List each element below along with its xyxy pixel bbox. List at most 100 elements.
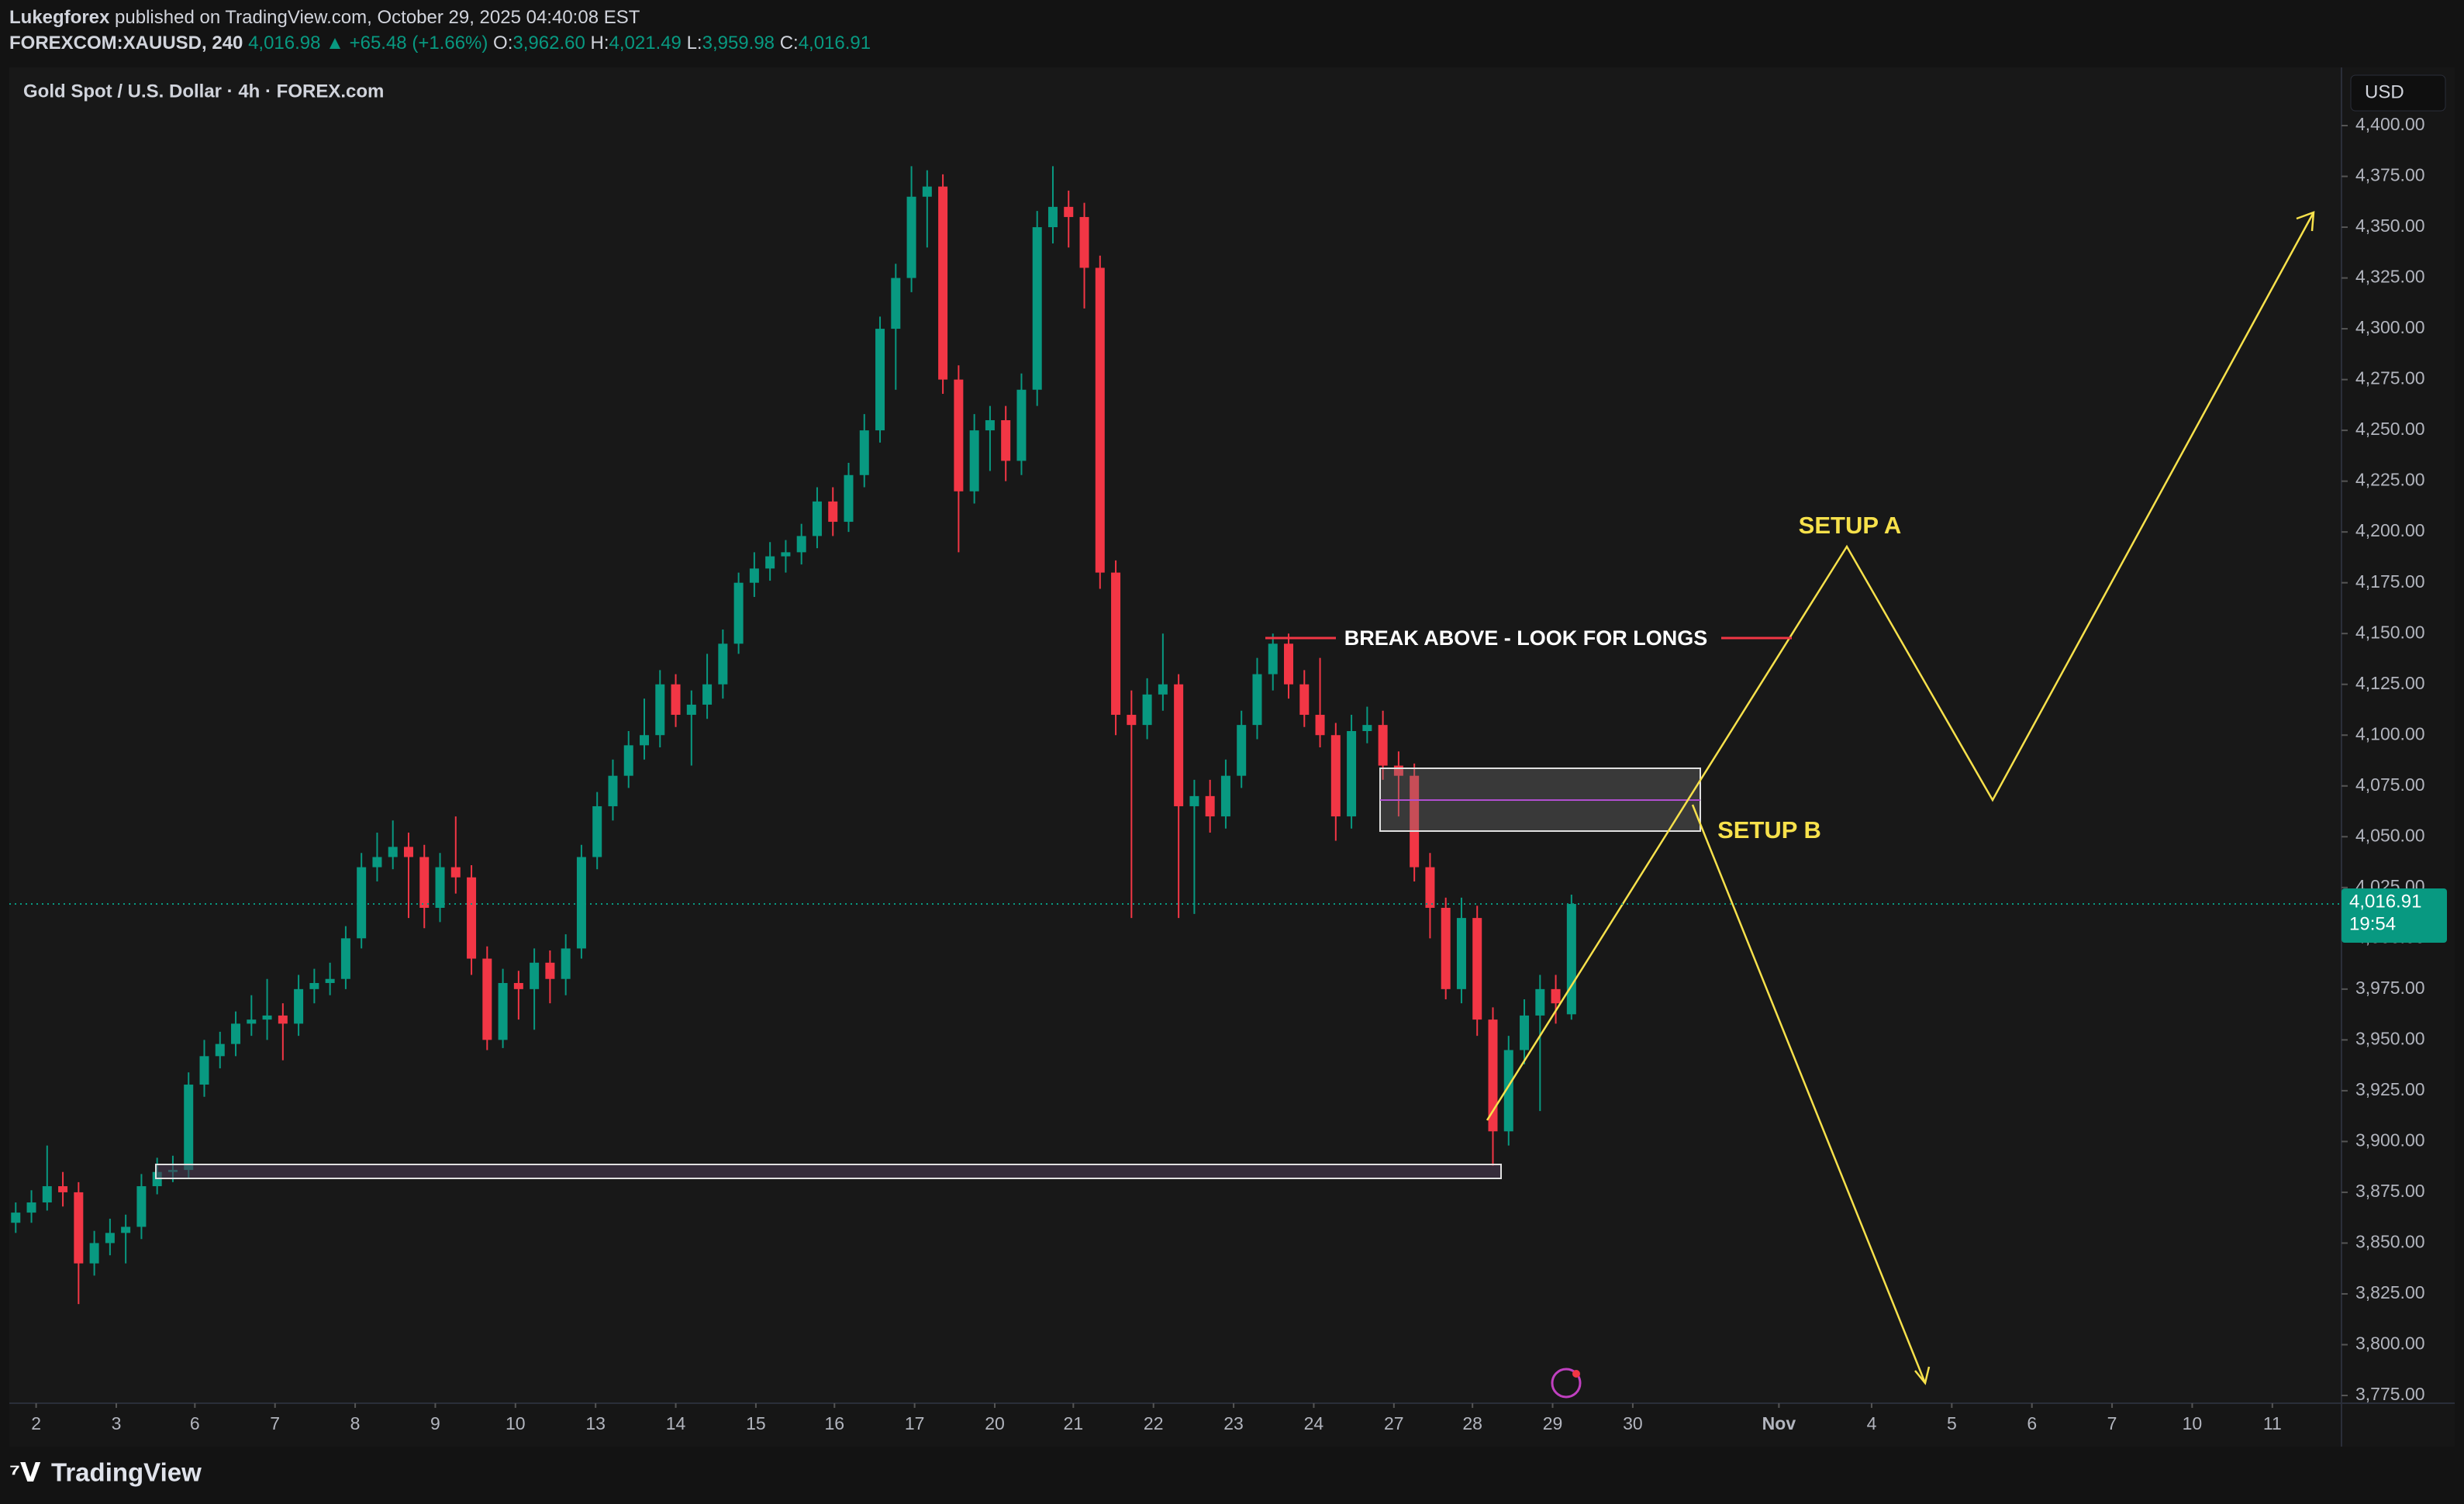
candle-body (357, 867, 367, 939)
x-tick-label: 22 (1144, 1413, 1164, 1433)
x-tick-label: 5 (1947, 1413, 1957, 1433)
y-tick-label: 4,175.00 (2355, 571, 2425, 592)
y-tick-label: 4,125.00 (2355, 673, 2425, 693)
l-label: L: (687, 33, 702, 53)
x-tick-label: 17 (905, 1413, 925, 1433)
y-tick-label: 3,775.00 (2355, 1384, 2425, 1404)
x-tick-label: 4 (1867, 1413, 1877, 1433)
setup-b-label: SETUP B (1717, 816, 1821, 843)
candle-body (1503, 1050, 1513, 1132)
candle-body (372, 857, 382, 868)
candle-body (309, 982, 319, 989)
event-icon[interactable] (1551, 1368, 1582, 1399)
candle-body (1032, 227, 1042, 390)
logo-mark: ⁷ᐯ (9, 1458, 41, 1488)
badge-price: 4,016.91 (2349, 891, 2421, 912)
candle-body (954, 379, 964, 492)
currency[interactable]: USD (2365, 81, 2404, 102)
x-tick-label: 14 (666, 1413, 686, 1433)
candles (11, 166, 1576, 1305)
y-tick-label: 4,150.00 (2355, 622, 2425, 642)
x-tick-label: 2 (31, 1413, 41, 1433)
candle-body (608, 775, 618, 806)
candle-body (247, 1019, 257, 1024)
candle-body (340, 938, 350, 979)
candle-body (906, 196, 916, 278)
candle-body (1520, 1015, 1530, 1050)
x-tick-label: 15 (746, 1413, 766, 1433)
o: 3,962.60 (512, 33, 585, 53)
setup-a-path (1486, 212, 2315, 1121)
candle-body (482, 958, 492, 1040)
publisher: Lukegforex (9, 7, 110, 28)
candle-body (812, 501, 822, 536)
c: 4,016.91 (799, 33, 871, 53)
candle-body (969, 430, 979, 492)
currency-button[interactable] (2350, 74, 2446, 112)
candle-body (388, 847, 398, 857)
candle-body (419, 857, 430, 909)
x-tick-label: 11 (2263, 1413, 2282, 1433)
candle-body (1299, 684, 1310, 716)
candle-body (671, 684, 681, 716)
candle-body (513, 982, 523, 989)
x-tick-label: 20 (985, 1413, 1005, 1433)
x-tick-label: 7 (270, 1413, 280, 1433)
candle-body (74, 1192, 84, 1264)
candle-body (985, 420, 995, 431)
h: 4,021.49 (609, 33, 681, 53)
candle-body (58, 1186, 68, 1192)
x-tick-label: 6 (190, 1413, 200, 1433)
candle-body (136, 1186, 147, 1227)
candle-body (1347, 730, 1357, 817)
x-tick-label: 8 (350, 1413, 361, 1433)
candle-body (26, 1202, 36, 1213)
candle-body (1001, 420, 1011, 461)
candle-body (1127, 715, 1137, 726)
y-tick-label: 3,900.00 (2355, 1130, 2425, 1150)
y-tick-label: 4,225.00 (2355, 470, 2425, 490)
c-label: C: (780, 33, 799, 53)
candle-body (1441, 908, 1451, 989)
candle-body (42, 1186, 52, 1203)
candle-body (1142, 694, 1152, 726)
candle-body (1315, 715, 1325, 736)
x-tick-label: 3 (112, 1413, 122, 1433)
candle-body (686, 704, 696, 716)
candle-body (1174, 684, 1184, 806)
candle-body (592, 805, 602, 857)
candle-body (859, 430, 869, 475)
candle-body (105, 1233, 115, 1244)
x-tick-label: 30 (1623, 1413, 1643, 1433)
support-zone (155, 1164, 1502, 1179)
candle-body (1566, 904, 1576, 1015)
x-tick-label: 29 (1543, 1413, 1563, 1433)
candle-body (1205, 795, 1215, 817)
setup-a-label: SETUP A (1799, 512, 1902, 539)
brand: TradingView (51, 1458, 202, 1487)
candle-body (640, 735, 650, 746)
candle-body (498, 982, 508, 1040)
ticks: 3,775.00 3,800.00 3,825.00 3,850.00 3,875.00… (31, 114, 2424, 1433)
candle-body (199, 1056, 209, 1085)
setup-b-path (1691, 804, 1927, 1384)
event-dot (1572, 1370, 1580, 1378)
candle-body (294, 988, 304, 1024)
break-annotation: BREAK ABOVE - LOOK FOR LONGS (1344, 626, 1708, 650)
y-tick-label: 4,200.00 (2355, 520, 2425, 540)
badge-box (2341, 888, 2447, 943)
candle-body (1330, 735, 1341, 817)
y-tick-label: 4,275.00 (2355, 368, 2425, 388)
y-tick-label: 3,875.00 (2355, 1181, 2425, 1201)
candle-body (1252, 674, 1262, 726)
last: 4,016.98 (248, 33, 320, 53)
candle-body (11, 1213, 21, 1223)
x-tick-label: 16 (824, 1413, 844, 1433)
x-tick-label: 10 (506, 1413, 526, 1433)
candle-body (1079, 216, 1089, 268)
candle-body (1488, 1019, 1498, 1132)
chart-title: Gold Spot / U.S. Dollar · 4h · FOREX.com (23, 81, 384, 102)
y-tick-label: 3,950.00 (2355, 1028, 2425, 1048)
